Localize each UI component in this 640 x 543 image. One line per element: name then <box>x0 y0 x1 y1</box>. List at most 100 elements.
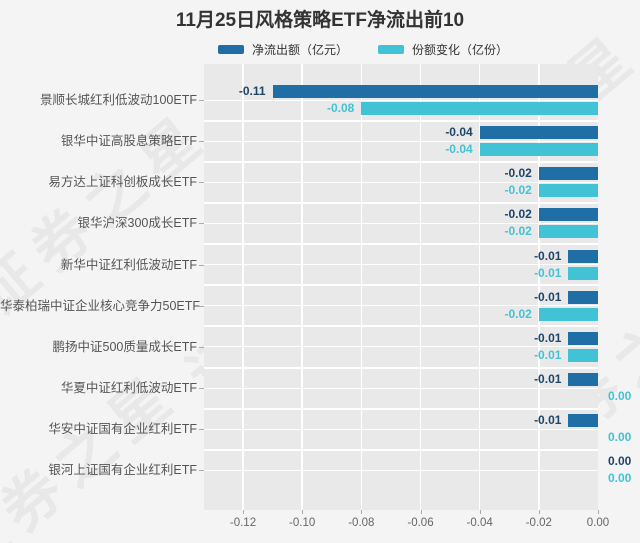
category-label: 银河上证国有企业红利ETF <box>48 463 197 478</box>
plot-area: -0.11 -0.08 -0.04 -0.04 -0.02 -0.02 -0.02 -0.02… <box>204 64 631 510</box>
value-label-net-outflow: -0.01 <box>534 413 562 428</box>
category-label: 华安中证国有企业红利ETF <box>48 422 197 437</box>
bar-net-outflow <box>568 414 598 428</box>
category-label: 华夏中证红利低波动ETF <box>60 381 197 396</box>
value-label-net-outflow: -0.01 <box>534 289 562 304</box>
value-label-share-change: -0.01 <box>534 347 562 362</box>
value-label-net-outflow: -0.01 <box>534 248 562 263</box>
gridline-horizontal <box>204 140 598 142</box>
value-label-share-change: -0.02 <box>504 224 532 239</box>
category-label: 景顺长城红利低波动100ETF <box>40 93 197 107</box>
value-label-net-outflow: -0.01 <box>534 330 562 345</box>
gridline-horizontal <box>204 99 598 101</box>
x-axis-tick <box>420 510 422 514</box>
bar-share-change <box>361 102 598 115</box>
x-axis-tick <box>598 510 599 514</box>
value-label-share-change: 0.00 <box>608 471 632 486</box>
gridline-horizontal <box>204 284 598 287</box>
x-axis-tick <box>479 510 481 514</box>
watermark-text: 证券之星 <box>0 99 222 330</box>
y-axis-tick <box>199 388 204 390</box>
x-axis-tick <box>361 510 363 514</box>
value-label-share-change: 0.00 <box>608 430 632 445</box>
gridline-vertical <box>242 64 244 510</box>
y-axis-tick <box>199 182 204 184</box>
value-label-share-change: -0.01 <box>534 265 562 280</box>
value-label-net-outflow: -0.02 <box>504 166 532 181</box>
value-label-net-outflow: 0.00 <box>608 454 632 469</box>
y-axis-tick <box>199 429 204 431</box>
bar-net-outflow <box>538 208 598 222</box>
category-label: 新华中证红利低波动ETF <box>60 257 197 272</box>
bar-share-change <box>568 266 598 280</box>
bar-net-outflow <box>568 373 598 387</box>
gridline-horizontal <box>204 201 598 204</box>
legend: 净流出额（亿元） 份额变化（亿份） <box>218 41 508 58</box>
value-label-net-outflow: -0.01 <box>534 372 562 387</box>
legend-swatch-net-outflow <box>218 45 244 54</box>
x-tick-label: -0.10 <box>289 517 316 529</box>
chart-title: 11月25日风格策略ETF净流出前10 <box>175 10 465 31</box>
legend-swatch-share-change <box>378 45 405 54</box>
gridline-horizontal <box>204 243 598 246</box>
legend-label-share-change: 份额变化（亿份） <box>412 43 509 57</box>
bar-share-change <box>538 225 598 239</box>
x-tick-label: -0.12 <box>229 517 257 529</box>
gridline-horizontal <box>204 366 598 369</box>
value-label-net-outflow: -0.04 <box>445 125 473 140</box>
x-axis-tick <box>243 510 244 514</box>
category-label: 银华沪深300成长ETF <box>77 216 197 231</box>
gridline-horizontal <box>204 325 598 328</box>
bar-net-outflow <box>479 126 598 140</box>
gridline-horizontal <box>204 222 598 224</box>
gridline-horizontal <box>204 119 598 122</box>
legend-label-net-outflow: 净流出额（亿元） <box>252 43 349 57</box>
watermark-text: 证券之星 <box>0 359 192 543</box>
gridline-vertical <box>360 64 363 510</box>
bar-share-change <box>479 143 598 157</box>
y-axis-tick <box>199 141 204 143</box>
bar-share-change <box>538 307 598 321</box>
gridline-horizontal <box>204 305 598 307</box>
value-label-share-change: 0.00 <box>608 389 632 404</box>
value-label-share-change: -0.08 <box>326 101 355 115</box>
category-label: 银华中证高股息策略ETF <box>60 134 197 149</box>
category-label: 华泰柏瑞中证企业核心竞争力50ETF <box>0 298 201 313</box>
gridline-vertical <box>419 64 422 510</box>
value-label-share-change: -0.02 <box>504 306 532 321</box>
bar-net-outflow <box>568 249 598 263</box>
value-label-net-outflow: -0.11 <box>238 84 266 98</box>
y-axis-tick <box>199 223 204 225</box>
x-tick-label: -0.06 <box>407 517 434 529</box>
gridline-vertical <box>538 64 540 510</box>
bar-share-change <box>538 184 598 198</box>
gridline-horizontal <box>204 387 598 389</box>
bar-net-outflow <box>568 331 598 345</box>
bar-net-outflow <box>272 85 598 98</box>
gridline-horizontal <box>204 407 598 410</box>
legend-item-net-outflow: 净流出额（亿元） <box>218 41 348 58</box>
bar-net-outflow <box>568 290 598 304</box>
value-label-net-outflow: -0.02 <box>504 207 532 222</box>
bar-share-change <box>568 348 598 362</box>
y-axis-tick <box>199 100 204 101</box>
y-axis-tick <box>199 264 204 266</box>
category-label: 鹏扬中证500质量成长ETF <box>52 339 197 354</box>
gridline-vertical <box>478 64 481 510</box>
category-label: 易方达上证科创板成长ETF <box>48 175 197 190</box>
gridline-horizontal <box>204 264 598 266</box>
legend-item-share-change: 份额变化（亿份） <box>378 41 508 58</box>
gridline-horizontal <box>204 469 598 471</box>
gridline-horizontal <box>204 428 598 430</box>
gridline-horizontal <box>204 346 598 348</box>
bar-net-outflow <box>538 167 598 181</box>
gridline-horizontal <box>204 448 598 451</box>
value-label-share-change: -0.02 <box>504 183 532 198</box>
y-axis-tick <box>199 470 204 472</box>
gridline-horizontal <box>204 160 598 163</box>
gridline-horizontal <box>204 181 598 183</box>
x-axis-tick <box>538 510 540 514</box>
gridline-vertical <box>301 64 303 510</box>
y-axis-tick <box>199 305 204 307</box>
